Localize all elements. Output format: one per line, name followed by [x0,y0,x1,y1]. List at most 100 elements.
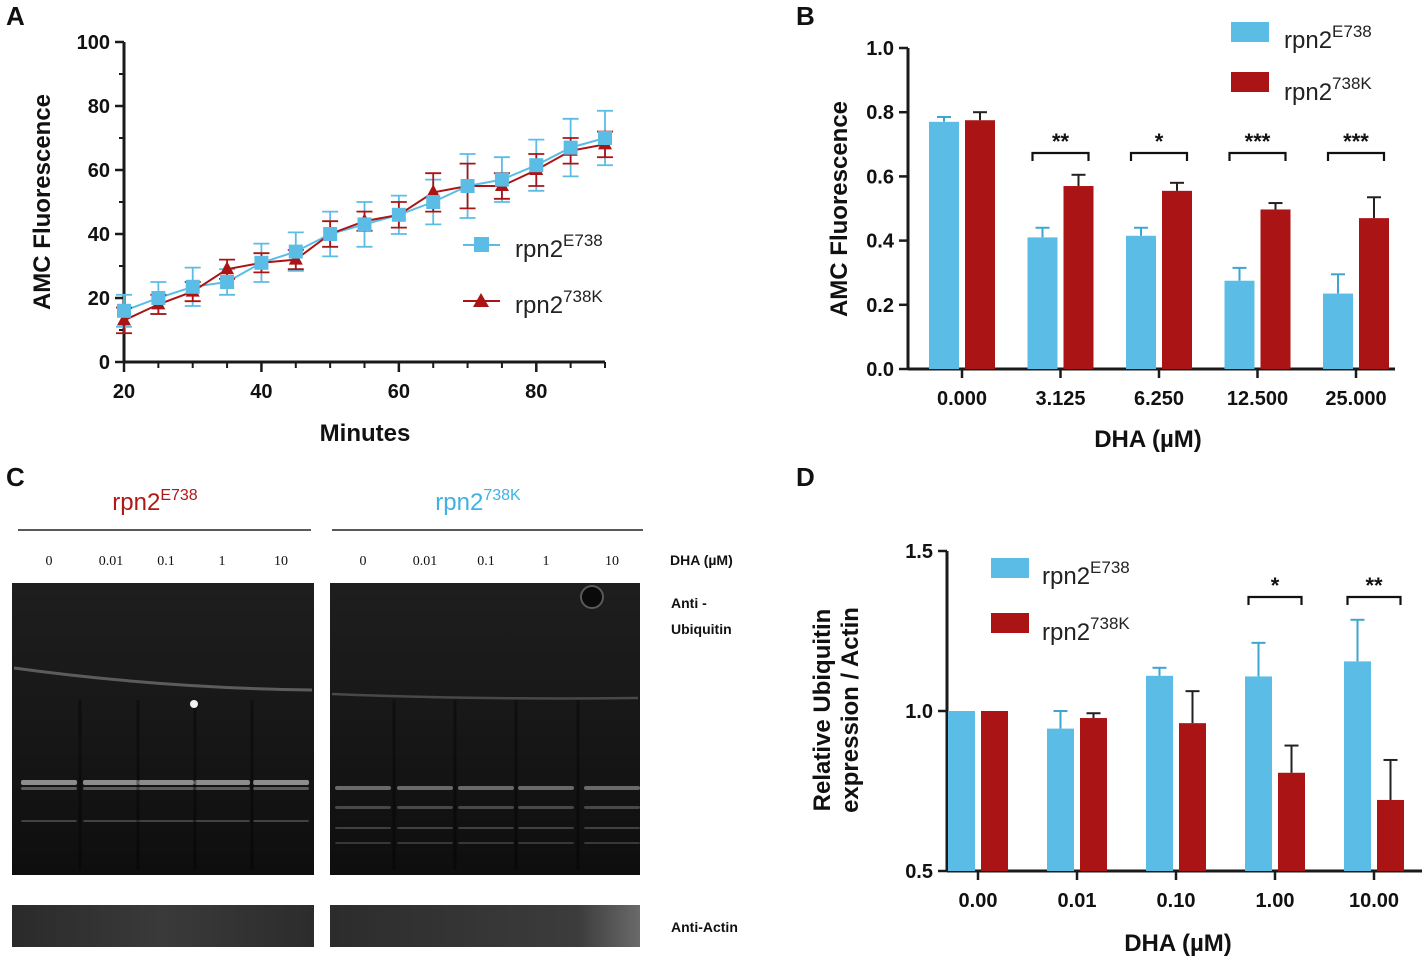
blot-lane-label: 10 [605,554,619,569]
bar-738k [965,120,995,369]
chart-b-y-tick-label: 0.8 [866,102,894,124]
chart-a-x-axis-title: Minutes [320,420,411,447]
data-point-e738 [563,140,578,155]
blot-lane-label: 0.01 [99,554,124,569]
chart-d-legend: rpn2E738 rpn2738K [991,558,1130,646]
legend-square-marker [474,237,489,252]
legend-triangle-marker [473,293,489,307]
chart-b-legend-e738: rpn2E738 [1284,22,1372,54]
bar-738k [981,711,1008,871]
chart-d-y-axis-title-line2: expression / Actin [837,607,864,813]
blot-ubiquitin-membrane-left [12,583,314,875]
data-point-e738 [254,255,269,270]
blot-band [194,820,250,822]
data-point-e738 [598,131,612,145]
significance-stars: ** [1052,129,1070,154]
blot-band [458,827,514,829]
bar-738k [1162,190,1192,369]
blot-ubiquitin-membrane-right [330,583,640,875]
legend-swatch-738k [1231,72,1269,92]
blot-band [253,787,309,790]
chart-b-y-tick-label: 0.4 [866,231,895,253]
blot-actin-membrane-left [12,905,314,947]
chart-a-y-axis-title: AMC Fluorescence [29,94,56,310]
blot-band [83,787,139,790]
chart-d-x-tick-label: 10.00 [1349,890,1399,912]
significance-bracket [1346,595,1402,605]
chart-d-y-axis-title-line1: Relative Ubiquitin [809,609,836,812]
chart-d-x-tick-label: 0.00 [959,890,998,912]
bar-738k [1260,209,1291,369]
significance-bracket [1129,151,1189,161]
data-point-e738 [151,291,166,305]
blot-band [584,806,640,809]
chart-d-x-tick-label: 0.01 [1058,890,1097,912]
chart-b-x-axis-title: DHA (µM) [1094,426,1202,453]
blot-band [518,806,574,809]
chart-a-legend-738k: rpn2738K [515,287,603,319]
chart-b-y-tick-label: 1.0 [866,38,894,60]
bar-e738 [948,711,975,871]
chart-b-x-tick-label: 0.000 [937,388,987,410]
blot-lane-label: 1 [543,554,550,569]
chart-d: DHA (µM) Relative Ubiquitin expression /… [809,541,1422,957]
legend-swatch-738k [991,613,1029,633]
chart-a-y-tick-label: 60 [88,160,110,182]
data-point-e738 [357,217,372,232]
blot-band [335,806,391,809]
significance-stars: * [1155,129,1164,154]
chart-d-legend-738k: rpn2738K [1042,614,1130,646]
western-blot: rpn2E738 rpn2738K 0 0 0.01 0.01 0.1 0.1 1 1 10 10… [12,487,738,947]
blot-band [518,827,574,829]
significance-bracket [1031,151,1090,161]
blot-band [138,780,194,785]
blot-artifact-speck [190,700,198,708]
legend-swatch-e738 [991,558,1029,578]
chart-b-x-tick-label: 25.000 [1325,388,1386,410]
chart-a-x-tick-label: 20 [113,381,135,403]
bar-e738 [1344,661,1371,871]
blot-band [83,780,139,785]
bar-e738 [1027,237,1058,369]
blot-band [138,820,194,822]
data-point-738k [426,184,441,198]
chart-d-y-tick-label: 1.0 [905,701,933,723]
significance-stars: * [1271,573,1280,598]
chart-d-x-tick-label: 0.10 [1157,890,1196,912]
data-point-e738 [494,172,509,187]
chart-a-x-tick-label: 40 [250,381,272,403]
blot-band [138,787,194,790]
significance-stars: ** [1365,573,1383,598]
chart-a-legend: rpn2E738 rpn2738K [463,231,603,319]
chart-a-y-tick-label: 0 [99,352,110,374]
blot-ubiquitin-label-2: Ubiquitin [671,621,732,637]
blot-band [518,842,574,844]
chart-b-x-tick-label: 3.125 [1035,388,1085,410]
bar-738k [1179,723,1206,871]
chart-b-y-tick-label: 0.0 [866,359,894,381]
chart-b-x-tick-label: 6.250 [1134,388,1184,410]
blot-lane-label: 10 [274,554,288,569]
data-point-e738 [323,227,338,241]
blot-band [21,787,77,790]
blot-group-label-738k: rpn2738K [435,487,521,516]
chart-d-y-tick-label: 0.5 [905,861,933,883]
blot-band [397,827,453,829]
data-point-738k [220,261,235,275]
bar-e738 [1224,280,1255,369]
chart-b-x-tick-label: 12.500 [1227,388,1288,410]
significance-stars: *** [1343,129,1369,154]
blot-lane-label: 1 [219,554,226,569]
blot-band [584,842,640,844]
chart-a-y-tick-label: 20 [88,288,110,310]
blot-band [335,827,391,829]
blot-lane-label: 0.1 [477,554,495,569]
chart-d-legend-e738: rpn2E738 [1042,558,1130,590]
bar-e738 [929,121,959,369]
bar-738k [1359,218,1389,369]
data-point-e738 [391,207,406,222]
chart-d-y-tick-label: 1.5 [905,541,933,563]
blot-band [253,780,309,785]
blot-band [335,786,391,790]
